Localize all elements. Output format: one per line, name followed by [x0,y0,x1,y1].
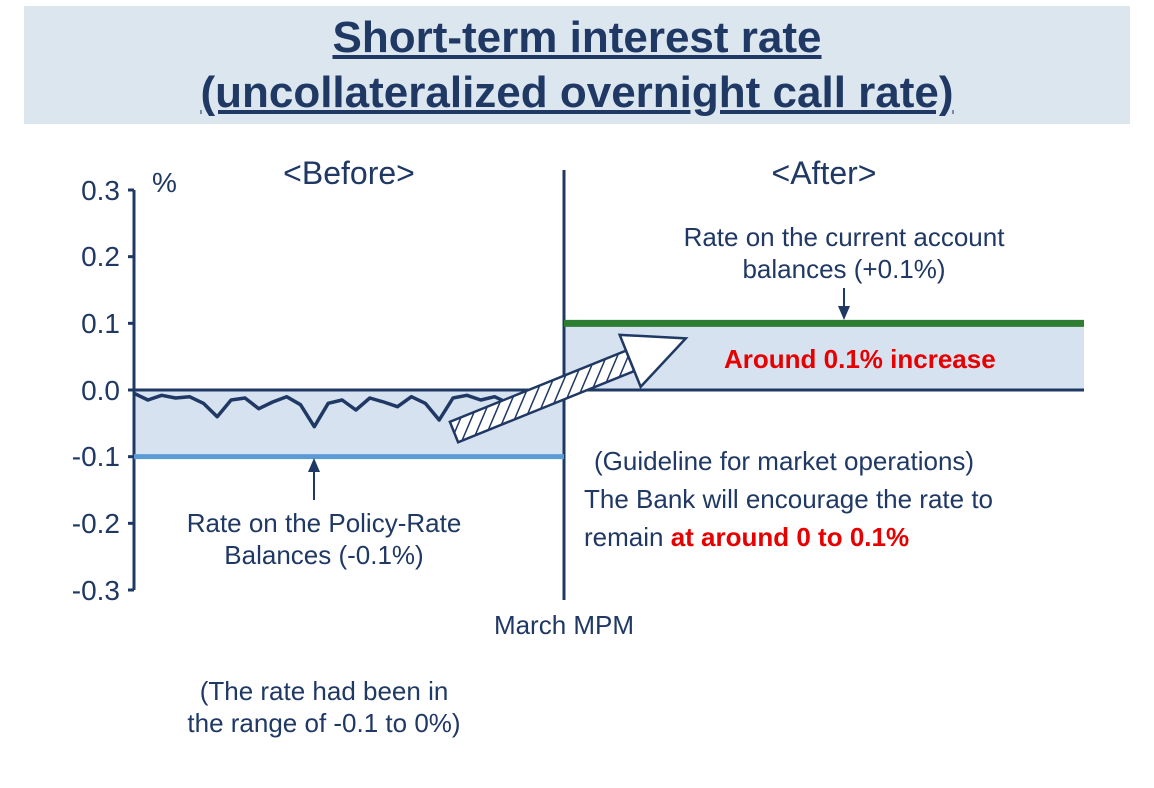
chart-title: Short-term interest rate (uncollateraliz… [200,10,953,120]
footnote-l2: the range of -0.1 to 0%) [187,708,460,738]
ytick--0.3: -0.3 [72,575,120,606]
y-unit-label: % [152,167,177,198]
after-ann-l1: Rate on the current account [684,222,1006,252]
title-line2: (uncollateralized overnight call rate) [200,68,953,117]
chart-svg: 0.3 0.2 0.1 0.0 -0.1 -0.2 -0.3 % <Before… [24,140,1130,760]
ytick--0.2: -0.2 [72,508,120,539]
guideline-label: (Guideline for market operations) [594,446,974,476]
after-ann-l2: balances (+0.1%) [742,254,945,284]
ytick-0.0: 0.0 [81,375,120,406]
encourage-l2: remain at around 0 to 0.1% [584,522,909,552]
encourage-l1: The Bank will encourage the rate to [584,484,993,514]
before-ann-arrowhead [308,458,320,472]
title-band: Short-term interest rate (uncollateraliz… [24,6,1130,124]
ytick--0.1: -0.1 [72,441,120,472]
before-header: <Before> [283,155,415,191]
encourage-l2b: at around 0 to 0.1% [671,522,909,552]
encourage-l2a: remain [584,522,671,552]
before-ann-l2: Balances (-0.1%) [224,540,423,570]
ytick-0.3: 0.3 [81,175,120,206]
after-header: <After> [772,155,877,191]
rate-chart: 0.3 0.2 0.1 0.0 -0.1 -0.2 -0.3 % <Before… [24,140,1130,760]
title-line1: Short-term interest rate [332,13,821,62]
after-ann-arrowhead [838,306,850,320]
footnote-l1: (The rate had been in [200,676,449,706]
ytick-0.2: 0.2 [81,241,120,272]
before-ann-l1: Rate on the Policy-Rate [187,508,462,538]
ytick-0.1: 0.1 [81,308,120,339]
axis-break-label: March MPM [494,610,634,640]
increase-label: Around 0.1% increase [724,344,996,374]
